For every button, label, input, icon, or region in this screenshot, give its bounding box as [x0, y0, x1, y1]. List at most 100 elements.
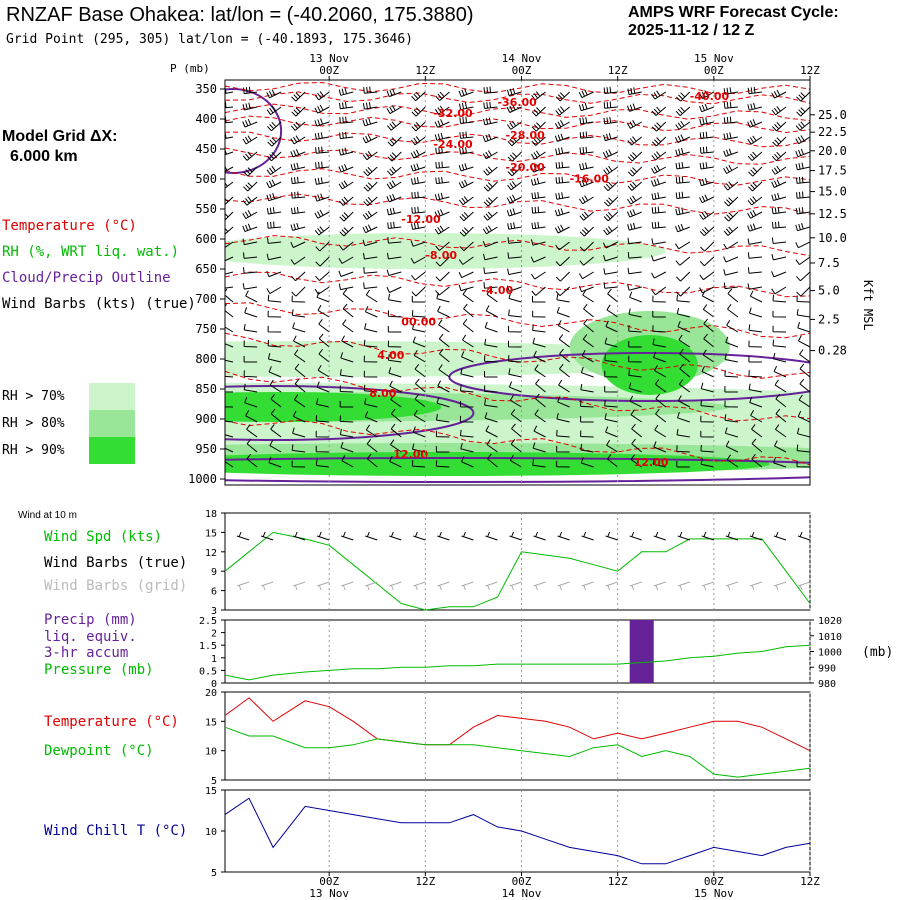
- wind-barb: [435, 256, 450, 267]
- wind-barb: [627, 136, 643, 146]
- wind-barb: [796, 295, 810, 303]
- wind-barb: [775, 408, 787, 423]
- wind-barb: [699, 210, 715, 220]
- wind-barb: [603, 255, 618, 262]
- wind-barb: [366, 453, 378, 468]
- wind-barb: [507, 268, 522, 275]
- wind-barb: [723, 196, 739, 207]
- cloud-outline-2: [225, 457, 810, 483]
- wind-barb: [605, 426, 618, 438]
- wind-barb: [363, 181, 378, 192]
- wind-barb: [771, 165, 787, 175]
- wind-barb: [317, 304, 330, 318]
- wind-barb: [555, 271, 570, 282]
- wind-barb: [655, 408, 667, 423]
- wind-barb: [724, 386, 738, 393]
- wind-barb: [411, 206, 426, 214]
- wind-barb: [291, 106, 306, 117]
- wind-barb: [775, 393, 787, 408]
- wind-barb: [727, 304, 739, 318]
- wind-barb: [290, 121, 306, 131]
- temp-panel-frame: [224, 691, 811, 781]
- bottom-time-tick-label: 00Z: [319, 875, 339, 888]
- wind-barb: [414, 393, 426, 408]
- wind-barb: [676, 445, 690, 453]
- wind-barb: [510, 409, 522, 423]
- temperature-line: [224, 697, 811, 752]
- wind-barb: [341, 455, 354, 468]
- wind-barb: [627, 252, 642, 259]
- cycle-value: 2025-11-12 / 12 Z: [628, 22, 755, 39]
- wind-barb: [225, 165, 234, 172]
- wind-barb: [627, 181, 643, 191]
- surface-wind-barb: [533, 531, 546, 541]
- surface-wind-barb: [677, 531, 690, 541]
- wind-barb: [604, 413, 618, 423]
- wind-barb: [531, 191, 546, 200]
- pressure-label: Pressure (mb): [44, 662, 154, 678]
- isotherm-line-6: [225, 168, 810, 186]
- wind-barb: [748, 340, 762, 348]
- wind-barb: [531, 221, 546, 230]
- wind-barb: [266, 270, 282, 278]
- bottom-date-label: 15 Nov: [694, 887, 734, 900]
- isotherm-label-1: -36.00: [497, 96, 537, 109]
- wind-barb: [461, 351, 474, 363]
- wind-barb: [724, 370, 738, 378]
- wind-barb: [533, 350, 546, 363]
- wind-barb: [339, 385, 354, 393]
- wind-barb: [483, 253, 498, 261]
- wind-barb: [675, 106, 691, 117]
- wind-barb: [463, 303, 474, 318]
- wind-barb: [628, 325, 642, 333]
- wind-barb: [458, 88, 474, 97]
- wind-barb: [342, 303, 354, 318]
- wind-barb: [700, 382, 714, 393]
- wind-barb: [268, 366, 282, 378]
- wind-barb: [773, 365, 787, 378]
- wind-barb: [267, 136, 282, 147]
- wind-barb: [390, 423, 402, 438]
- wind-barb: [747, 223, 763, 232]
- wind-barb: [225, 303, 234, 318]
- wind-barb: [795, 256, 810, 266]
- wind-barb: [507, 181, 522, 191]
- pressure-tick-label: 550: [195, 202, 217, 216]
- cs-frame: [224, 79, 811, 486]
- wind-barb: [508, 292, 522, 303]
- wind-barb: [530, 150, 546, 160]
- wind-barb: [436, 397, 450, 408]
- wind-barb: [748, 356, 762, 363]
- wind-barb: [555, 176, 570, 184]
- wind-barb: [225, 211, 234, 221]
- wind-barb: [748, 166, 763, 177]
- wind-barb: [606, 304, 618, 318]
- wind-barb: [796, 91, 810, 102]
- wind-barb: [773, 457, 787, 468]
- wind-barb: [583, 303, 594, 318]
- wind-barb: [225, 241, 234, 249]
- wind-barb: [507, 151, 522, 162]
- wind-barb: [266, 286, 282, 295]
- kft-tick-label: 20.0: [818, 144, 847, 158]
- wind-barb: [629, 395, 642, 408]
- wind-barb: [484, 338, 498, 348]
- wind-barb: [747, 267, 762, 274]
- wind-barb: [314, 286, 330, 295]
- wind-barb: [435, 430, 450, 438]
- wind-barb: [270, 424, 282, 438]
- wind-barb: [627, 151, 643, 162]
- wind-barb: [771, 179, 787, 188]
- wind-barb: [652, 458, 666, 468]
- wind-barb: [338, 270, 354, 277]
- wind-barb: [631, 423, 643, 438]
- rh-region-90-9: [225, 392, 442, 422]
- wind-barb: [314, 104, 330, 114]
- bottom-date-label: 14 Nov: [502, 887, 542, 900]
- wind-barb: [771, 89, 787, 99]
- wind-barb: [459, 102, 474, 111]
- surface-wind-barb: [629, 531, 642, 541]
- wind-barb: [411, 222, 426, 230]
- wind-barb: [387, 252, 402, 260]
- wind-barb: [458, 163, 474, 172]
